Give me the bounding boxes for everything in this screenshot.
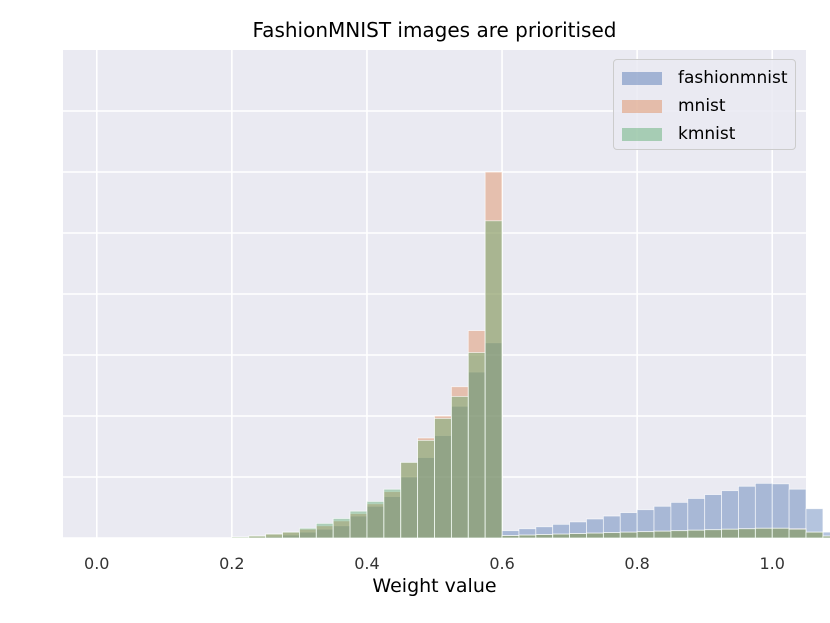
legend-item-fashionmnist: fashionmnist [622,64,795,92]
bar-kmnist [400,461,419,539]
bar-kmnist [687,529,706,539]
x-tick-label: 0.4 [354,554,379,573]
bar-kmnist [265,533,283,539]
bar-kmnist [450,396,469,539]
legend-swatch-kmnist [622,127,662,141]
grid [63,50,806,539]
bar-kmnist [721,528,739,539]
bar-kmnist [282,531,300,539]
bar-kmnist [619,531,638,539]
x-tick-label: 1.0 [760,554,785,573]
x-tick-label: 0.2 [219,554,244,573]
bar-kmnist [315,522,334,539]
bar-kmnist [771,527,790,539]
bar-kmnist [552,533,570,539]
chart-title: FashionMNIST images are prioritised [252,18,617,42]
bar-kmnist [299,527,317,539]
x-tick-labels: 0.0 0.2 0.4 0.6 0.8 1.0 [84,554,785,573]
x-tick-label: 0.6 [489,554,514,573]
legend-item-kmnist: kmnist [622,120,795,148]
bar-kmnist [602,532,621,539]
bar-kmnist [484,220,503,539]
bar-kmnist [518,534,537,539]
legend-label-fashionmnist: fashionmnist [678,68,788,88]
bar-kmnist [586,532,604,539]
bar-kmnist [332,518,351,539]
bar-kmnist [788,528,807,539]
legend-label-kmnist: kmnist [678,124,736,144]
legend-label-mnist: mnist [678,96,726,116]
bar-kmnist [653,530,672,539]
legend: fashionmnist mnist kmnist [613,59,796,150]
bars [231,171,830,539]
bar-kmnist [417,439,435,539]
x-tick-label: 0.0 [84,554,109,573]
bar-kmnist [754,527,773,539]
bar-kmnist [248,535,267,539]
bar-kmnist [467,352,486,539]
x-axis-label: Weight value [372,575,497,597]
bar-kmnist [366,500,385,539]
legend-swatch-mnist [622,99,662,113]
bar-kmnist [383,488,402,539]
legend-item-mnist: mnist [622,92,795,120]
bar-kmnist [535,534,554,539]
series-kmnist [231,220,830,539]
bar-kmnist [738,528,756,539]
bar-kmnist [434,418,452,539]
x-tick-label: 0.8 [624,554,649,573]
bar-kmnist [822,535,830,539]
legend-swatch-fashionmnist [622,71,662,85]
bar-kmnist [670,530,689,539]
bar-kmnist [704,529,722,539]
bar-kmnist [501,535,520,539]
bar-kmnist [231,536,250,539]
bar-kmnist [569,533,587,539]
bar-kmnist [636,531,655,539]
bar-kmnist [349,510,368,539]
bar-kmnist [805,531,824,539]
